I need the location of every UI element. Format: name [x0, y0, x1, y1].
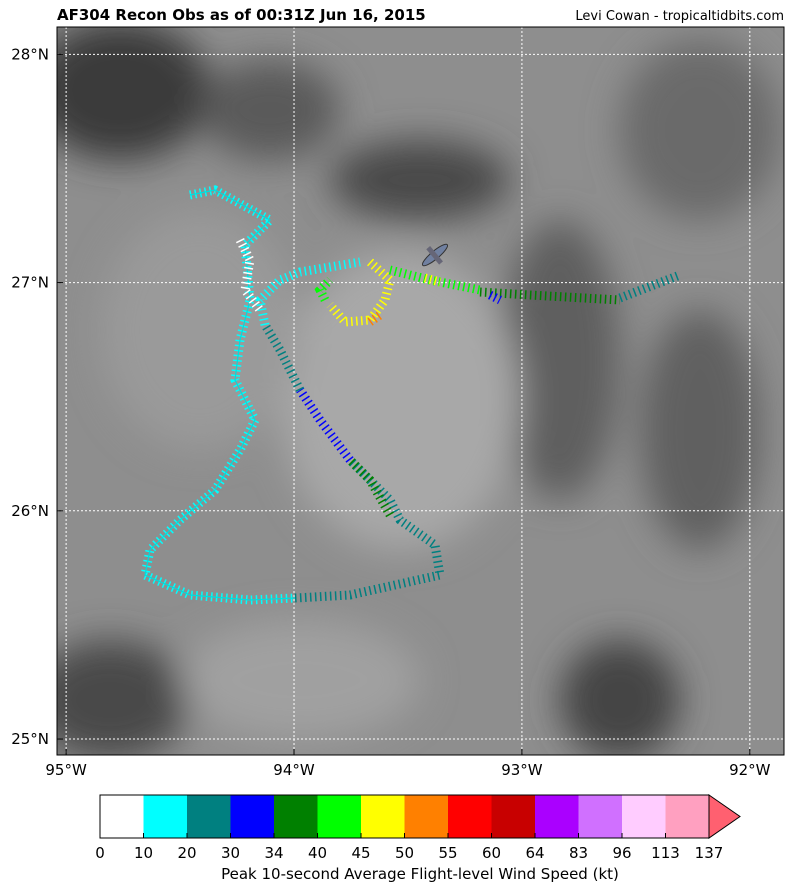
colorbar-tick-label: 45 [351, 844, 370, 862]
colorbar-tick-label: 137 [695, 844, 724, 862]
colorbar-swatch [448, 795, 492, 838]
colorbar-swatch [665, 795, 709, 838]
colorbar-tick-label: 60 [482, 844, 501, 862]
lat-label: 27°N [11, 274, 49, 292]
title: AF304 Recon Obs as of 00:31Z Jun 16, 201… [57, 6, 426, 24]
colorbar-tick-label: 55 [438, 844, 457, 862]
colorbar: 0 10 20 30 34 40 45 50 55 60 64 83 96 113 137 [95, 794, 741, 862]
colorbar-swatch [317, 795, 361, 838]
colorbar-swatch [578, 795, 622, 838]
lon-label: 94°W [273, 761, 315, 779]
lat-label: 28°N [11, 45, 49, 63]
colorbar-swatch [535, 795, 579, 838]
lat-label: 25°N [11, 730, 49, 748]
map-frame [56, 26, 785, 756]
colorbar-swatch [274, 795, 318, 838]
colorbar-tick-label: 96 [612, 844, 631, 862]
colorbar-tick-label: 10 [134, 844, 153, 862]
colorbar-label: Peak 10-second Average Flight-level Wind… [221, 865, 619, 883]
colorbar-swatch [100, 795, 144, 838]
colorbar-tick-label: 40 [308, 844, 327, 862]
colorbar-tick-label: 20 [177, 844, 196, 862]
lon-label: 95°W [45, 761, 87, 779]
colorbar-tick-label: 0 [95, 844, 105, 862]
colorbar-swatch [622, 795, 666, 838]
colorbar-tick-label: 64 [525, 844, 544, 862]
colorbar-extend [708, 794, 741, 839]
colorbar-swatch [143, 795, 187, 838]
colorbar-swatch [361, 795, 405, 838]
credit: Levi Cowan - tropicaltidbits.com [575, 9, 784, 24]
colorbar-tick-label: 113 [651, 844, 680, 862]
colorbar-tick-label: 30 [221, 844, 240, 862]
colorbar-swatch [187, 795, 231, 838]
lon-label: 92°W [729, 761, 771, 779]
flight-track [139, 185, 682, 605]
satellite-image [57, 27, 784, 755]
lat-label: 26°N [11, 502, 49, 520]
lon-label: 93°W [501, 761, 543, 779]
colorbar-swatch [230, 795, 274, 838]
colorbar-swatch [491, 795, 535, 838]
colorbar-tick-label: 34 [264, 844, 283, 862]
colorbar-tick-label: 50 [395, 844, 414, 862]
colorbar-swatch [404, 795, 448, 838]
colorbar-tick-label: 83 [569, 844, 588, 862]
